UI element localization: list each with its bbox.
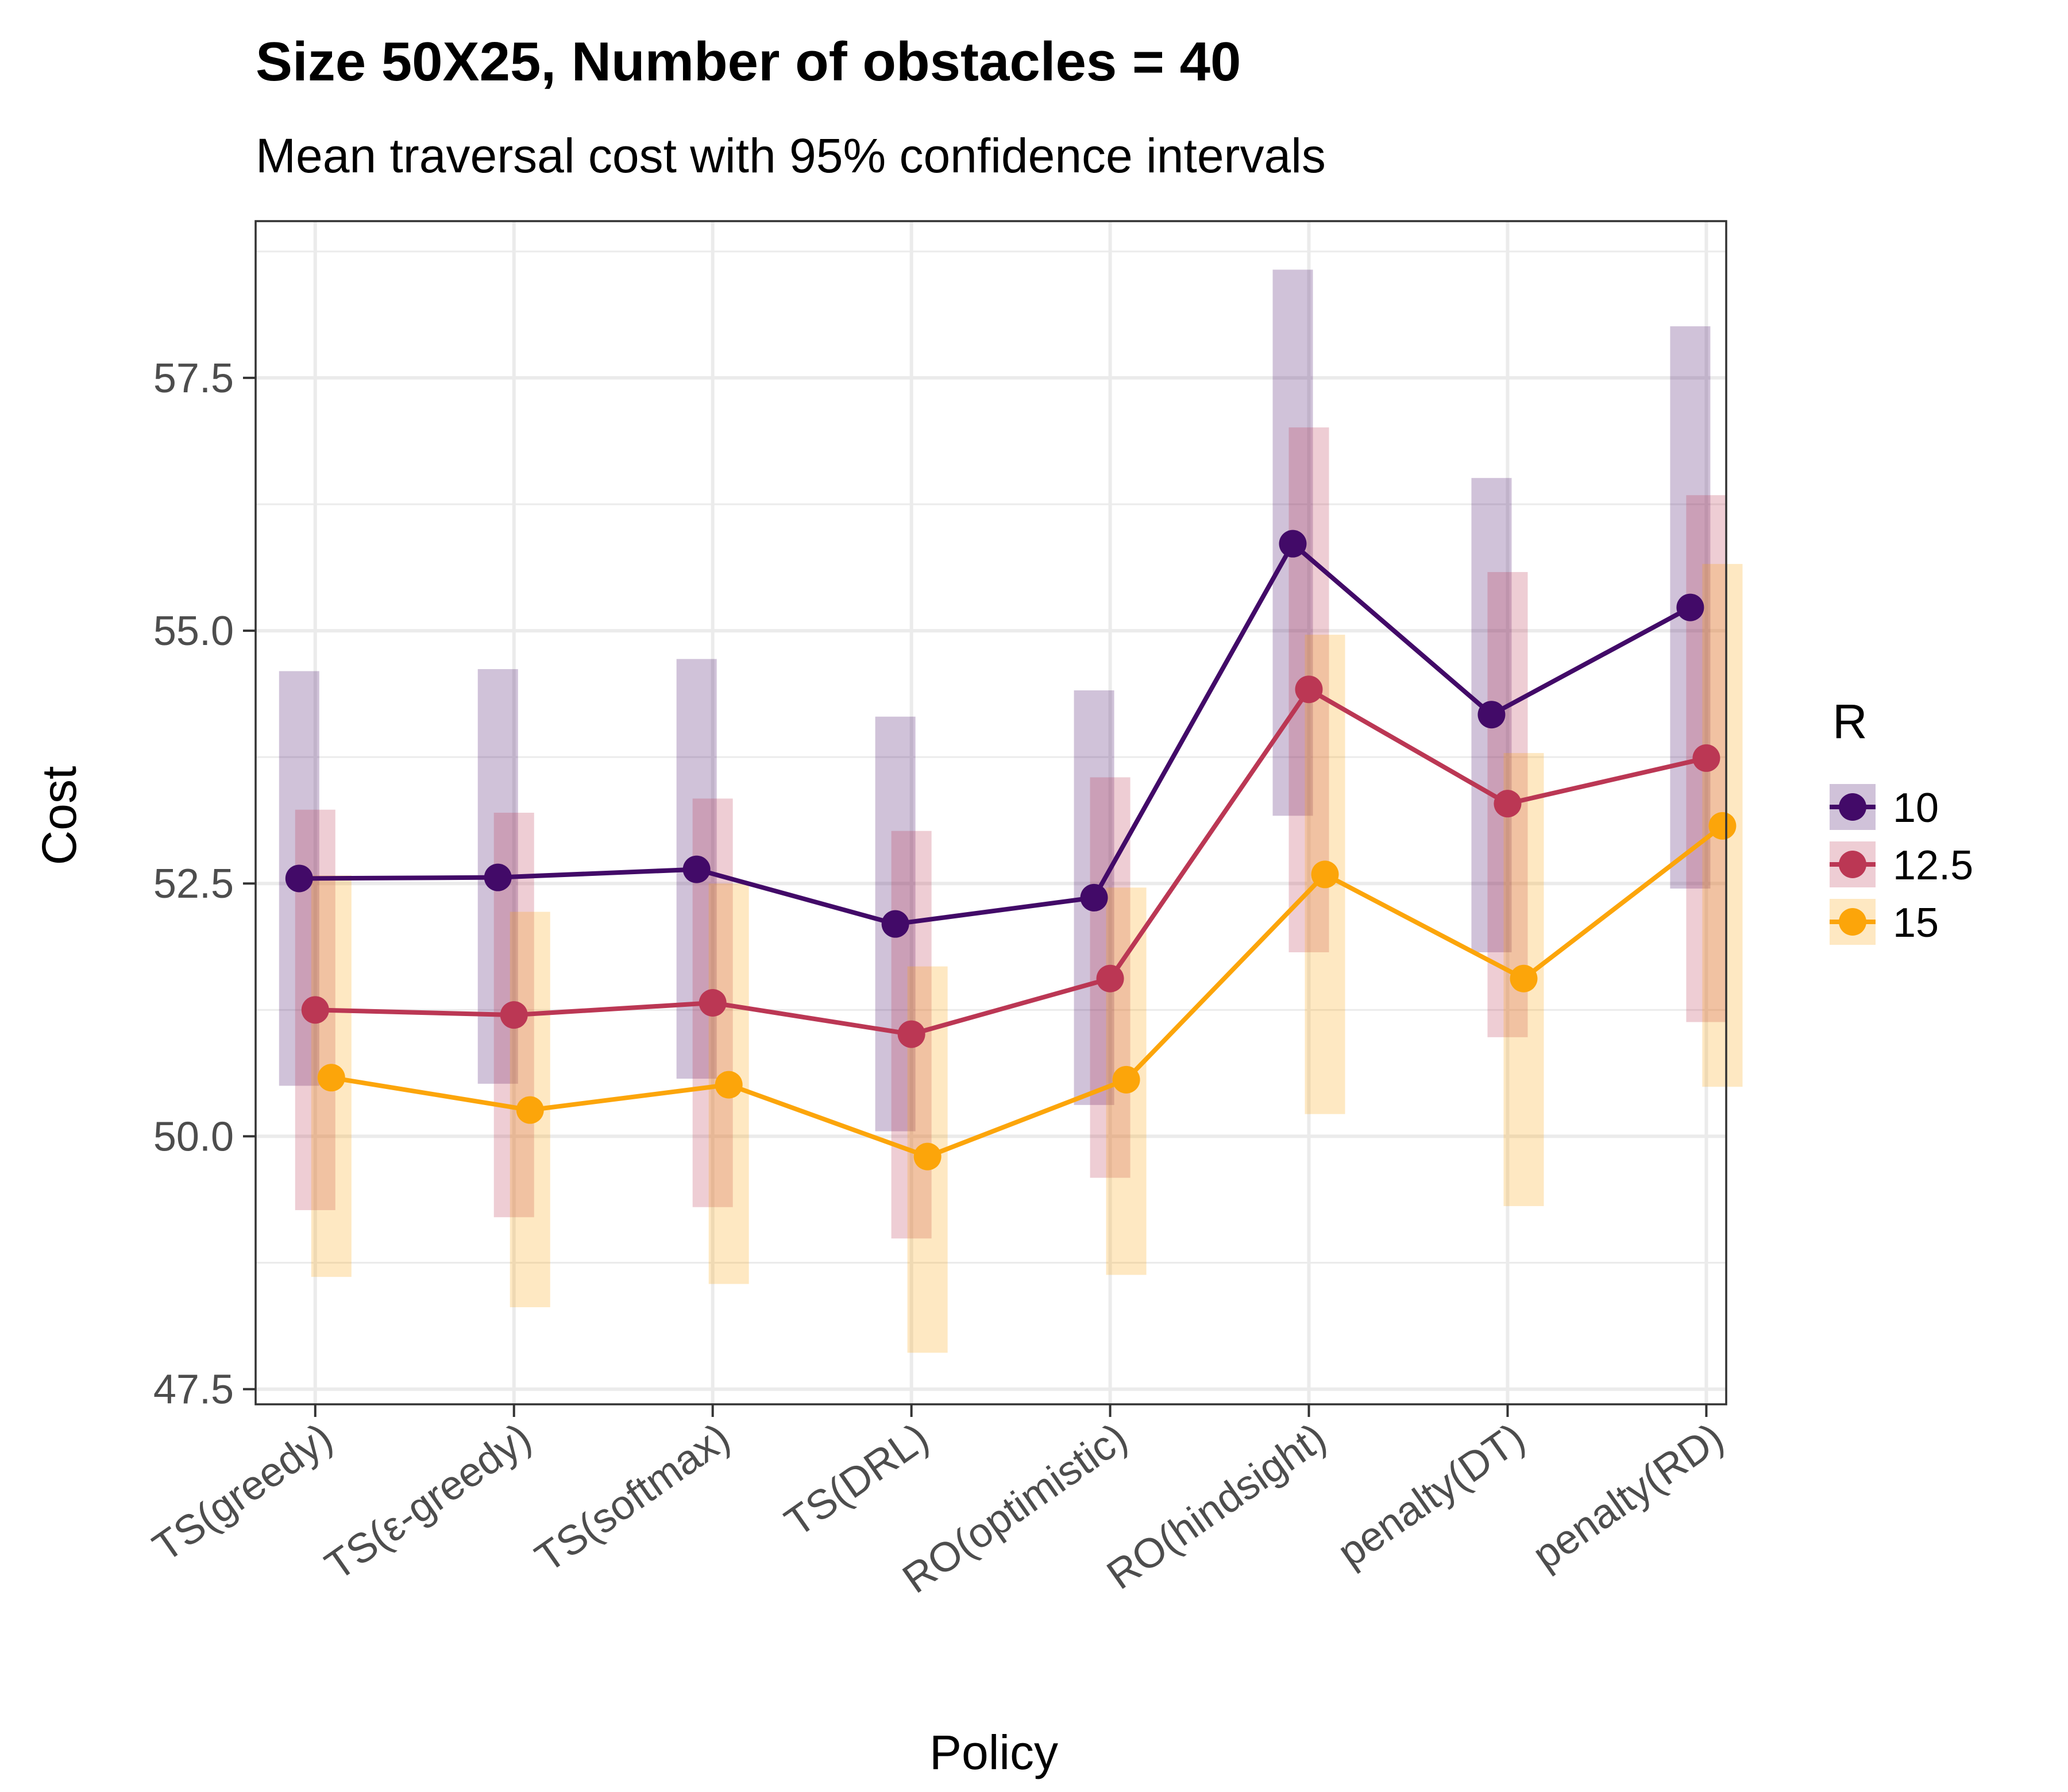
legend-label: 10 xyxy=(1893,785,1939,831)
x-tick-label: TS(ε-greedy) xyxy=(317,1415,539,1589)
data-point xyxy=(516,1096,544,1124)
legend-title: R xyxy=(1832,694,1868,748)
series-line xyxy=(331,824,1724,1159)
series-line xyxy=(299,541,1692,926)
series-line xyxy=(315,687,1707,1037)
grid xyxy=(256,221,1726,1404)
y-tick-label: 50.0 xyxy=(153,1114,234,1160)
legend-item: 15 xyxy=(1830,899,1939,946)
legend-label: 12.5 xyxy=(1893,843,1973,889)
data-point xyxy=(897,1020,925,1048)
y-axis-title: Cost xyxy=(32,766,86,866)
legend-key-point xyxy=(1839,793,1866,821)
legend: R 10 12.5 15 xyxy=(1830,694,1973,946)
data-point xyxy=(1279,530,1307,558)
data-point xyxy=(881,910,909,938)
data-point xyxy=(1311,860,1339,889)
data-point xyxy=(1080,883,1108,912)
data-point xyxy=(1494,790,1522,818)
x-tick-label: TS(greedy) xyxy=(145,1415,341,1571)
data-point xyxy=(484,863,512,891)
data-point xyxy=(1295,675,1323,704)
x-tick-label: TS(softmax) xyxy=(527,1415,738,1581)
data-point xyxy=(500,1001,528,1029)
x-tick-label: penalty(DT) xyxy=(1330,1415,1533,1576)
data-point xyxy=(1708,812,1737,840)
panel-border xyxy=(254,220,1727,1405)
legend-label: 15 xyxy=(1893,900,1939,946)
confidence-intervals xyxy=(279,269,1743,1353)
data-point xyxy=(715,1071,743,1099)
legend-key-point xyxy=(1839,851,1866,878)
chart-subtitle: Mean traversal cost with 95% confidence … xyxy=(256,129,1326,183)
data-point xyxy=(1477,701,1506,729)
data-point xyxy=(1676,593,1704,621)
y-tick-label: 52.5 xyxy=(153,861,234,907)
x-tick-label: RO(optimistic) xyxy=(894,1415,1135,1602)
legend-key-point xyxy=(1839,908,1866,936)
data-point xyxy=(1692,744,1720,772)
data-point xyxy=(699,989,727,1017)
x-tick-label: penalty(RD) xyxy=(1525,1415,1732,1579)
x-tick-label: TS(DRL) xyxy=(777,1415,937,1546)
y-tick-label: 55.0 xyxy=(153,608,234,654)
x-axis: TS(greedy)TS(ε-greedy)TS(softmax) TS(DRL)… xyxy=(145,1404,1732,1602)
data-point xyxy=(1112,1065,1140,1094)
data-point xyxy=(301,996,329,1024)
data-point xyxy=(1096,964,1124,992)
data-point xyxy=(913,1142,942,1171)
y-tick-label: 57.5 xyxy=(153,356,234,401)
series-points xyxy=(285,530,1737,1171)
y-axis: 47.5 50.0 52.5 55.0 57.5 xyxy=(153,356,256,1413)
data-point xyxy=(1510,964,1538,992)
data-point xyxy=(682,855,711,883)
x-tick-label: RO(hindsight) xyxy=(1099,1415,1334,1598)
legend-item: 12.5 xyxy=(1830,841,1973,889)
legend-item: 10 xyxy=(1830,784,1939,831)
data-point xyxy=(285,864,313,893)
series-lines xyxy=(299,541,1724,1159)
y-tick-label: 47.5 xyxy=(153,1367,234,1413)
data-point xyxy=(317,1064,345,1092)
x-axis-title: Policy xyxy=(929,1725,1058,1779)
chart-title: Size 50X25, Number of obstacles = 40 xyxy=(256,31,1241,92)
